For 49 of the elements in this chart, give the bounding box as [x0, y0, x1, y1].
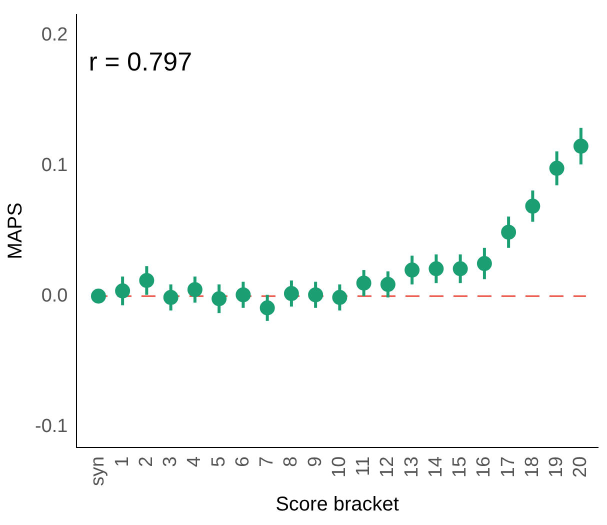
point — [356, 276, 372, 291]
point — [404, 262, 420, 278]
point — [525, 198, 540, 214]
x-tick-label: 11 — [353, 456, 374, 476]
point — [284, 286, 299, 302]
y-tick-label: 0.2 — [41, 24, 68, 46]
x-tick-label: 4 — [184, 456, 206, 468]
x-tick-label: 2 — [136, 456, 157, 468]
point — [501, 224, 516, 240]
y-tick-label: 0.1 — [41, 154, 68, 176]
x-tick-label: 18 — [522, 456, 543, 478]
y-axis-title: MAPS — [4, 202, 27, 260]
y-tick-label: -0.1 — [34, 416, 68, 437]
x-tick-label: 1 — [112, 456, 133, 468]
point — [187, 282, 202, 298]
x-axis-title: Score bracket — [276, 494, 400, 516]
x-tick-label: 9 — [304, 456, 326, 468]
x-tick-label: 14 — [425, 456, 446, 478]
point — [212, 291, 227, 306]
x-tick-label: 13 — [401, 456, 422, 478]
x-tick-label: 15 — [450, 456, 471, 478]
x-tick-label: 5 — [208, 456, 230, 468]
x-tick-label: 7 — [256, 456, 278, 468]
x-tick-label: 12 — [377, 456, 398, 478]
x-tick-label: 8 — [280, 456, 302, 468]
point — [332, 290, 348, 305]
x-tick-label: 3 — [160, 456, 182, 468]
point — [452, 261, 468, 276]
point — [308, 287, 324, 302]
point — [380, 276, 396, 292]
x-tick-label: 19 — [546, 456, 568, 478]
point — [573, 138, 588, 154]
x-tick-label: 10 — [328, 456, 350, 478]
point — [139, 272, 154, 288]
x-tick-label: syn — [88, 456, 109, 486]
point — [163, 290, 178, 305]
point — [90, 288, 106, 304]
x-tick-label: 17 — [498, 456, 519, 478]
y-tick-label: 0.0 — [41, 285, 68, 306]
point — [260, 300, 275, 316]
point — [549, 160, 564, 176]
point — [476, 256, 492, 272]
x-tick-label: 6 — [232, 456, 254, 468]
point — [115, 283, 130, 298]
point — [428, 261, 444, 276]
x-tick-label: 16 — [474, 456, 495, 478]
annotation: r = 0.797 — [88, 46, 192, 77]
x-tick-label: 20 — [570, 456, 592, 478]
point — [236, 287, 251, 302]
